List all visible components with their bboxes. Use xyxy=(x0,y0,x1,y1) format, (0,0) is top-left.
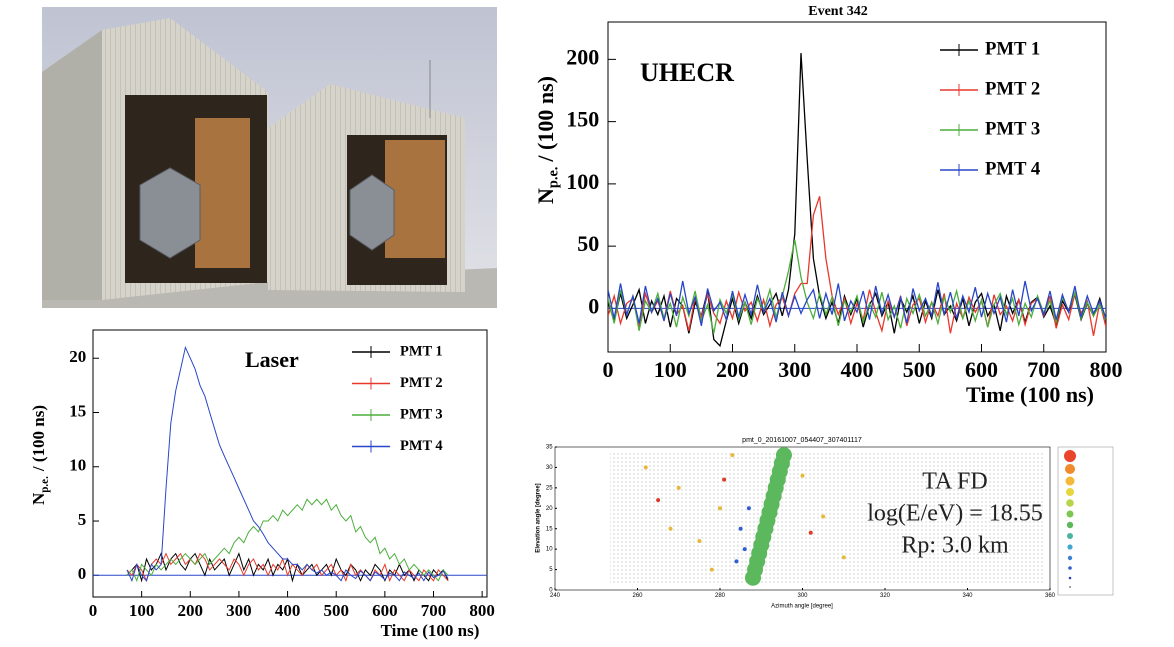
y-tick-label: 200 xyxy=(566,44,599,69)
y-axis-unit: / (100 ns) xyxy=(29,405,48,472)
x-tick-label: 500 xyxy=(903,357,936,382)
y-tick-label: 35 xyxy=(546,445,553,451)
x-tick-label: 600 xyxy=(965,357,998,382)
x-tick-label: 0 xyxy=(603,357,614,382)
pixel-hit xyxy=(722,477,727,482)
chart-title: Event 342 xyxy=(808,4,868,19)
x-tick-label: 100 xyxy=(654,357,687,382)
x-tick-label: 800 xyxy=(469,601,495,620)
y-tick-label: 25 xyxy=(546,485,553,491)
trace xyxy=(126,345,449,583)
color-scale xyxy=(1057,446,1114,596)
plot-frame xyxy=(92,329,488,598)
x-tick-label: 800 xyxy=(1090,357,1123,382)
y-tick-label: 100 xyxy=(566,169,599,194)
legend-label: PMT 1 xyxy=(400,343,443,359)
trace xyxy=(126,498,449,583)
pixel-grid xyxy=(610,452,1045,585)
x-axis-title: Azimuth angle [degree] xyxy=(771,604,833,610)
legend-label: PMT 3 xyxy=(400,406,443,422)
x-tick-label: 320 xyxy=(880,593,891,599)
pixel-hit xyxy=(730,453,735,458)
x-tick-label: 360 xyxy=(1045,593,1056,599)
pixel-hit xyxy=(709,567,714,572)
pixel-hit xyxy=(656,498,661,503)
pixel-hit xyxy=(734,559,739,564)
y-axis-title: Np.e. / (100 ns) xyxy=(533,76,562,204)
annotation: Laser xyxy=(245,347,299,372)
x-tick-label: 200 xyxy=(716,357,749,382)
legend-label: PMT 4 xyxy=(985,158,1040,179)
y-axis-unit: / (100 ns) xyxy=(533,76,558,163)
trace xyxy=(608,196,1106,336)
x-tick-label: 700 xyxy=(1027,357,1060,382)
trace xyxy=(608,239,1106,334)
legend-label: PMT 1 xyxy=(985,38,1040,59)
x-tick-label: 200 xyxy=(178,601,204,620)
pixel-hit xyxy=(800,473,805,478)
pixel-hit xyxy=(742,547,747,552)
annotation: Rp: 3.0 km xyxy=(901,533,1009,559)
x-tick-label: 600 xyxy=(372,601,398,620)
y-axis-symbol: N xyxy=(533,188,558,204)
y-axis-symbol: N xyxy=(29,492,48,505)
y-tick-label: 20 xyxy=(69,347,86,366)
x-tick-label: 260 xyxy=(632,593,643,599)
photo xyxy=(42,7,497,308)
y-tick-label: 10 xyxy=(546,547,553,553)
x-tick-label: 0 xyxy=(89,601,98,620)
pixel-hit xyxy=(676,485,681,490)
y-tick-label: 15 xyxy=(69,401,86,420)
y-tick-label: 15 xyxy=(546,526,553,532)
pixel-hit xyxy=(718,506,722,511)
x-tick-label: 300 xyxy=(797,593,808,599)
annotation: log(E/eV) = 18.55 xyxy=(867,501,1043,527)
trace xyxy=(608,280,1106,326)
y-tick-label: 10 xyxy=(69,456,86,475)
x-axis-title: Time (100 ns) xyxy=(381,621,480,640)
legend-label: PMT 2 xyxy=(985,78,1040,99)
x-tick-label: 340 xyxy=(962,593,973,599)
y-tick-label: 0 xyxy=(78,564,87,583)
x-tick-label: 280 xyxy=(715,593,726,599)
pixel-hit xyxy=(821,514,826,519)
y-tick-label: 50 xyxy=(577,231,599,256)
y-axis-title: Np.e. / (100 ns) xyxy=(29,405,51,505)
y-tick-label: 0 xyxy=(549,588,553,594)
x-tick-label: 700 xyxy=(421,601,447,620)
y-tick-label: 150 xyxy=(566,107,599,132)
y-tick-label: 5 xyxy=(78,510,87,529)
x-tick-label: 500 xyxy=(323,601,349,620)
y-tick-label: 30 xyxy=(546,465,553,471)
x-axis-title: Time (100 ns) xyxy=(966,382,1094,407)
pixel-hit xyxy=(643,465,648,470)
annotation: UHECR xyxy=(640,58,734,87)
pixel-hit xyxy=(746,506,751,511)
x-tick-label: 240 xyxy=(550,593,561,599)
y-tick-label: 5 xyxy=(549,567,553,573)
y-tick-label: 0 xyxy=(588,293,599,318)
x-tick-label: 100 xyxy=(129,601,155,620)
pixel-hit xyxy=(668,526,673,531)
annotation: TA FD xyxy=(922,469,987,495)
legend-label: PMT 3 xyxy=(985,118,1040,139)
pixel-hit xyxy=(841,555,846,560)
y-axis-subscript: p.e. xyxy=(546,167,562,188)
x-tick-label: 300 xyxy=(778,357,811,382)
trace xyxy=(126,552,449,583)
chart-title: pmt_0_20161007_054407_307401117 xyxy=(742,437,862,444)
x-tick-label: 300 xyxy=(226,601,252,620)
legend-label: PMT 4 xyxy=(400,438,443,454)
x-tick-label: 400 xyxy=(841,357,874,382)
legend-label: PMT 2 xyxy=(400,375,443,391)
pixel-hit xyxy=(738,526,743,531)
pixel-hit xyxy=(775,447,792,464)
y-axis-title: Elevation angle [degree] xyxy=(536,483,542,552)
y-tick-label: 20 xyxy=(546,506,553,512)
pixel-hit xyxy=(808,530,813,535)
pixel-hit xyxy=(697,538,702,543)
y-axis-subscript: p.e. xyxy=(39,476,51,493)
x-tick-label: 400 xyxy=(275,601,301,620)
